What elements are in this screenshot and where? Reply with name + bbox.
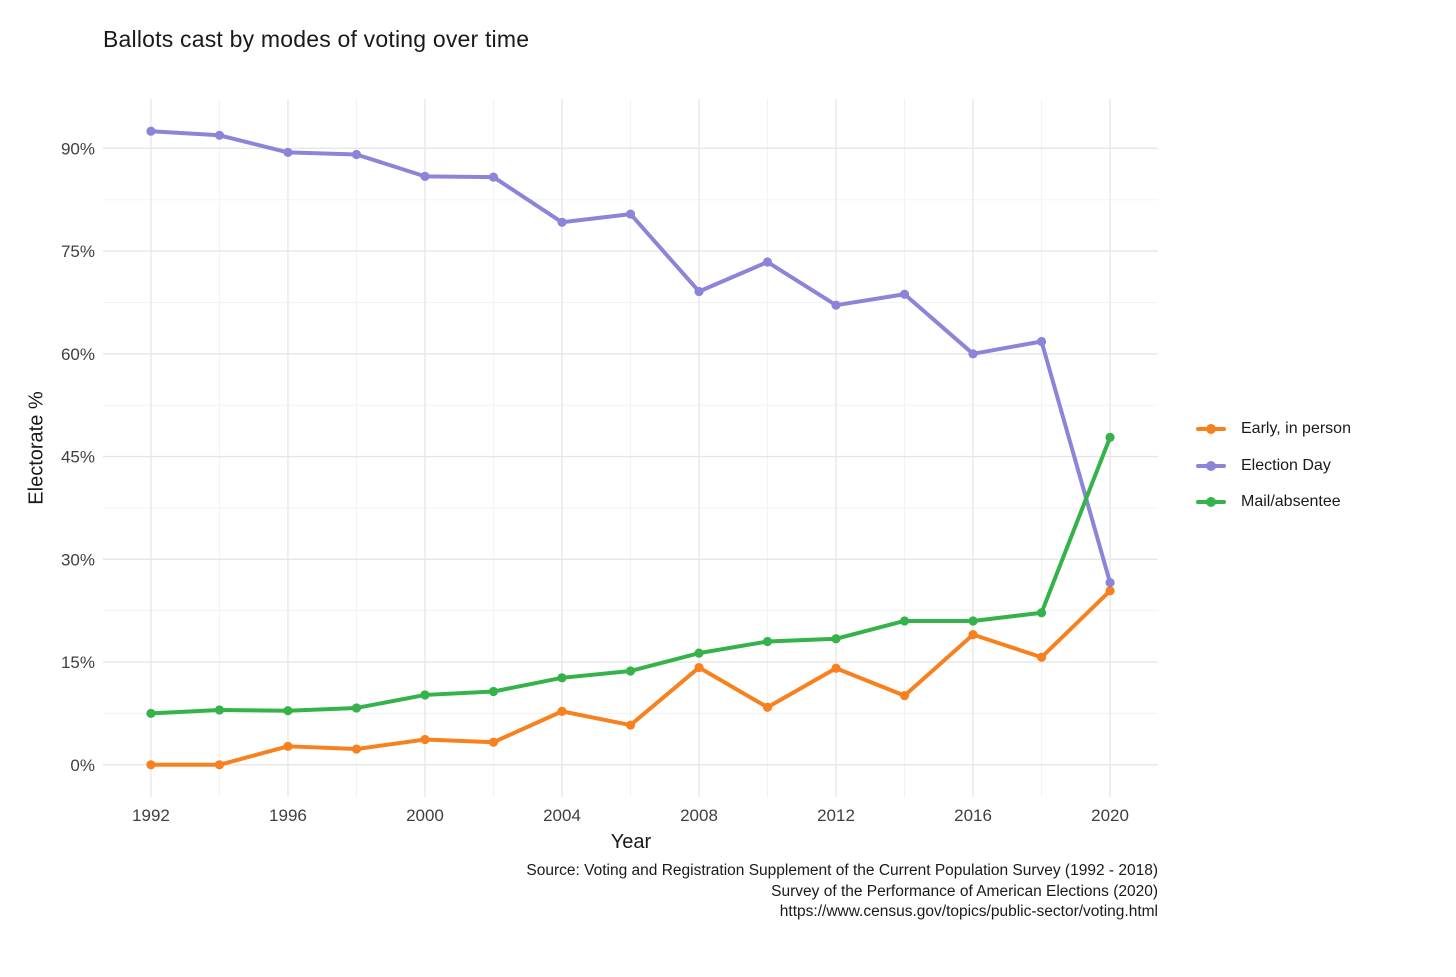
data-point-mail-absentee <box>762 636 773 647</box>
data-point-election-day <box>557 217 567 227</box>
x-axis-title: Year <box>610 831 652 853</box>
data-point-election-day <box>762 257 773 267</box>
data-point-mail-absentee <box>488 686 499 697</box>
data-point-mail-absentee <box>146 708 156 719</box>
data-point-election-day <box>488 172 499 182</box>
data-point-election-day <box>283 147 293 158</box>
caption-line-2: Survey of the Performance of American El… <box>771 882 1158 900</box>
data-point-mail-absentee <box>968 616 978 626</box>
x-tick-label: 1996 <box>269 806 307 825</box>
x-tick-label: 2012 <box>817 806 855 825</box>
data-point-mail-absentee <box>283 706 293 716</box>
legend-label: Mail/absentee <box>1241 493 1341 511</box>
legend-item-early-in-person: Early, in person <box>1196 411 1351 448</box>
y-tick-label: 0% <box>70 756 95 775</box>
data-point-mail-absentee <box>1036 608 1047 618</box>
data-point-mail-absentee <box>557 673 567 683</box>
data-point-early-in-person <box>1105 586 1115 596</box>
data-point-early-in-person <box>146 760 156 770</box>
legend-label: Early, in person <box>1241 420 1351 438</box>
data-point-early-in-person <box>899 691 910 701</box>
chart-title: Ballots cast by modes of voting over tim… <box>103 26 530 52</box>
caption-line-1: Source: Voting and Registration Suppleme… <box>526 862 1158 879</box>
data-point-early-in-person <box>351 744 362 754</box>
source-caption: Source: Voting and Registration Suppleme… <box>526 861 1158 923</box>
x-tick-label: 1992 <box>132 806 170 825</box>
data-point-election-day <box>831 300 841 310</box>
data-point-mail-absentee <box>1105 432 1115 442</box>
legend-label: Election Day <box>1241 456 1331 474</box>
y-tick-label: 90% <box>61 139 95 158</box>
data-point-election-day <box>420 171 430 182</box>
data-point-election-day <box>146 126 156 136</box>
x-tick-label: 2000 <box>406 806 444 825</box>
y-axis-title: Electorate % <box>25 391 48 505</box>
data-point-election-day <box>899 289 910 299</box>
legend-dot-swatch <box>1206 497 1216 508</box>
x-tick-label: 2004 <box>543 806 581 825</box>
legend-item-election-day: Election Day <box>1196 448 1351 485</box>
y-tick-label: 75% <box>61 242 95 261</box>
data-point-early-in-person <box>488 737 499 747</box>
data-point-mail-absentee <box>899 616 910 626</box>
x-tick-label: 2020 <box>1091 806 1129 825</box>
data-point-election-day <box>968 349 978 359</box>
legend-key-icon <box>1196 422 1226 436</box>
x-tick-label: 2016 <box>954 806 992 825</box>
data-point-early-in-person <box>762 702 773 712</box>
data-point-mail-absentee <box>420 690 430 700</box>
data-point-early-in-person <box>968 630 978 640</box>
data-point-mail-absentee <box>831 634 841 644</box>
data-point-election-day <box>351 149 362 160</box>
legend-key-icon <box>1196 495 1226 509</box>
data-point-early-in-person <box>1036 652 1047 662</box>
data-point-mail-absentee <box>351 703 362 713</box>
data-point-election-day <box>694 286 704 297</box>
data-point-early-in-person <box>831 663 841 673</box>
data-point-early-in-person <box>557 706 567 716</box>
legend: Early, in person Election Day Mail/absente… <box>1196 411 1351 521</box>
data-point-early-in-person <box>283 741 293 751</box>
data-point-election-day <box>1036 336 1047 347</box>
data-point-early-in-person <box>694 662 704 673</box>
data-point-mail-absentee <box>694 648 704 658</box>
y-tick-label: 45% <box>61 448 95 467</box>
y-tick-label: 15% <box>61 653 95 672</box>
legend-dot-swatch <box>1206 460 1216 471</box>
data-point-early-in-person <box>625 720 636 730</box>
data-point-mail-absentee <box>214 705 225 715</box>
data-point-election-day <box>625 209 636 219</box>
data-point-early-in-person <box>214 760 225 770</box>
caption-line-3: https://www.census.gov/topics/public-sec… <box>779 903 1158 921</box>
legend-key-icon <box>1196 459 1226 473</box>
data-point-election-day <box>214 130 225 140</box>
y-tick-label: 60% <box>61 345 95 364</box>
legend-dot-swatch <box>1206 424 1216 435</box>
data-point-mail-absentee <box>625 666 636 676</box>
legend-item-mail-absentee: Mail/absentee <box>1196 484 1351 521</box>
data-point-early-in-person <box>420 734 430 745</box>
y-tick-label: 30% <box>61 550 95 569</box>
x-tick-label: 2008 <box>680 806 718 825</box>
data-point-election-day <box>1105 577 1115 588</box>
